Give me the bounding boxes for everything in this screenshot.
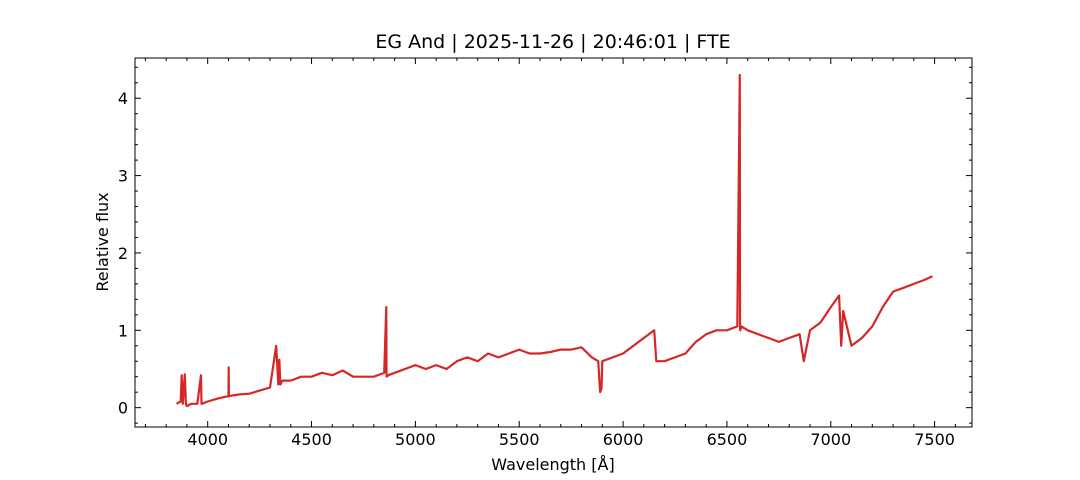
axes: 4000 4500 5000 5500 6000 6500 7000 7500 0 1 2 3 4 bbox=[118, 58, 972, 449]
y-tick-label: 2 bbox=[118, 244, 128, 263]
y-tick-label: 4 bbox=[118, 89, 128, 108]
plot-frame bbox=[134, 57, 973, 428]
spectrum-line bbox=[175, 73, 933, 408]
x-tick-label: 6000 bbox=[603, 430, 644, 449]
y-tick-label: 3 bbox=[118, 167, 128, 186]
x-tick-label: 5000 bbox=[395, 430, 436, 449]
x-tick-label: 4500 bbox=[291, 430, 332, 449]
x-tick-label: 7000 bbox=[810, 430, 851, 449]
x-tick-label: 6500 bbox=[707, 430, 748, 449]
y-tick-label: 1 bbox=[118, 321, 128, 340]
y-axis-label: Relative flux bbox=[93, 192, 112, 291]
series-layer bbox=[175, 73, 933, 408]
chart-title: EG And | 2025-11-26 | 20:46:01 | FTE bbox=[375, 31, 730, 53]
x-tick-label: 5500 bbox=[499, 430, 540, 449]
y-tick-label: 0 bbox=[118, 399, 128, 418]
x-tick-label: 4000 bbox=[187, 430, 228, 449]
x-axis-label: Wavelength [Å] bbox=[491, 455, 614, 474]
x-tick-label: 7500 bbox=[914, 430, 955, 449]
